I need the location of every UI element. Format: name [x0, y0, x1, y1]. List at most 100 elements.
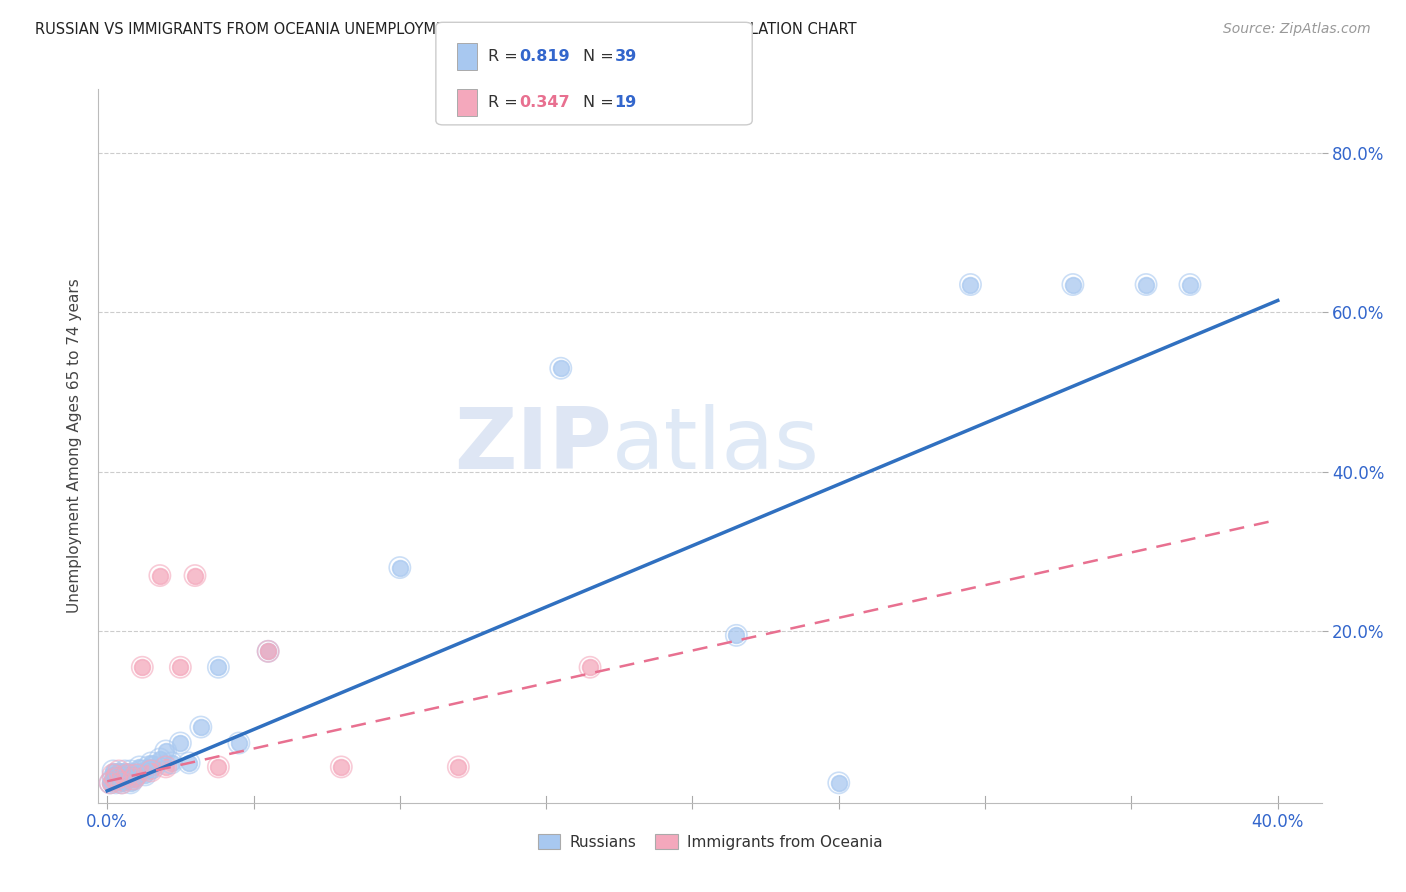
- Text: N =: N =: [583, 95, 620, 110]
- Point: [257, 644, 280, 658]
- Point: [139, 756, 162, 770]
- Point: [1135, 277, 1157, 292]
- Point: [101, 768, 124, 782]
- Point: [139, 764, 162, 778]
- Point: [139, 764, 162, 778]
- Point: [114, 772, 136, 786]
- Text: N =: N =: [583, 49, 620, 63]
- Point: [120, 776, 142, 790]
- Point: [207, 660, 229, 674]
- Point: [101, 772, 124, 786]
- Point: [131, 764, 153, 778]
- Point: [1135, 277, 1157, 292]
- Point: [122, 772, 145, 786]
- Point: [149, 752, 172, 766]
- Point: [108, 768, 131, 782]
- Point: [125, 768, 148, 782]
- Point: [257, 644, 280, 658]
- Point: [98, 776, 121, 790]
- Point: [122, 772, 145, 786]
- Point: [330, 760, 353, 774]
- Point: [104, 776, 127, 790]
- Point: [828, 776, 851, 790]
- Text: R =: R =: [488, 49, 523, 63]
- Point: [388, 560, 411, 574]
- Point: [155, 744, 177, 758]
- Point: [122, 772, 145, 786]
- Point: [190, 720, 212, 734]
- Point: [114, 764, 136, 778]
- Point: [149, 568, 172, 582]
- Legend: Russians, Immigrants from Oceania: Russians, Immigrants from Oceania: [531, 828, 889, 855]
- Point: [125, 768, 148, 782]
- Point: [959, 277, 981, 292]
- Point: [160, 756, 183, 770]
- Point: [122, 772, 145, 786]
- Point: [120, 764, 142, 778]
- Point: [104, 768, 127, 782]
- Text: 0.819: 0.819: [519, 49, 569, 63]
- Point: [136, 760, 159, 774]
- Point: [257, 644, 280, 658]
- Point: [117, 768, 139, 782]
- Point: [128, 760, 150, 774]
- Point: [131, 764, 153, 778]
- Point: [134, 768, 156, 782]
- Point: [104, 768, 127, 782]
- Point: [101, 764, 124, 778]
- Point: [128, 760, 150, 774]
- Text: Source: ZipAtlas.com: Source: ZipAtlas.com: [1223, 22, 1371, 37]
- Point: [169, 660, 191, 674]
- Y-axis label: Unemployment Among Ages 65 to 74 years: Unemployment Among Ages 65 to 74 years: [66, 278, 82, 614]
- Point: [104, 776, 127, 790]
- Point: [111, 776, 134, 790]
- Point: [1062, 277, 1084, 292]
- Point: [330, 760, 353, 774]
- Point: [104, 772, 127, 786]
- Point: [111, 768, 134, 782]
- Point: [228, 736, 250, 750]
- Point: [160, 756, 183, 770]
- Point: [131, 660, 153, 674]
- Point: [104, 772, 127, 786]
- Point: [207, 760, 229, 774]
- Point: [111, 776, 134, 790]
- Point: [579, 660, 602, 674]
- Point: [117, 768, 139, 782]
- Point: [136, 760, 159, 774]
- Point: [550, 361, 572, 376]
- Point: [579, 660, 602, 674]
- Point: [101, 768, 124, 782]
- Point: [725, 628, 748, 642]
- Point: [169, 736, 191, 750]
- Point: [184, 568, 207, 582]
- Point: [143, 760, 166, 774]
- Text: RUSSIAN VS IMMIGRANTS FROM OCEANIA UNEMPLOYMENT AMONG AGES 65 TO 74 YEARS CORREL: RUSSIAN VS IMMIGRANTS FROM OCEANIA UNEMP…: [35, 22, 856, 37]
- Text: ZIP: ZIP: [454, 404, 612, 488]
- Point: [98, 776, 121, 790]
- Point: [108, 768, 131, 782]
- Point: [184, 568, 207, 582]
- Point: [179, 756, 201, 770]
- Point: [131, 660, 153, 674]
- Point: [828, 776, 851, 790]
- Point: [1178, 277, 1201, 292]
- Text: R =: R =: [488, 95, 523, 110]
- Point: [1062, 277, 1084, 292]
- Point: [117, 768, 139, 782]
- Text: atlas: atlas: [612, 404, 820, 488]
- Point: [143, 760, 166, 774]
- Point: [207, 760, 229, 774]
- Point: [155, 760, 177, 774]
- Point: [111, 776, 134, 790]
- Point: [257, 644, 280, 658]
- Point: [108, 772, 131, 786]
- Point: [447, 760, 470, 774]
- Point: [169, 660, 191, 674]
- Point: [169, 736, 191, 750]
- Point: [108, 764, 131, 778]
- Point: [98, 776, 121, 790]
- Point: [120, 764, 142, 778]
- Point: [125, 768, 148, 782]
- Point: [101, 772, 124, 786]
